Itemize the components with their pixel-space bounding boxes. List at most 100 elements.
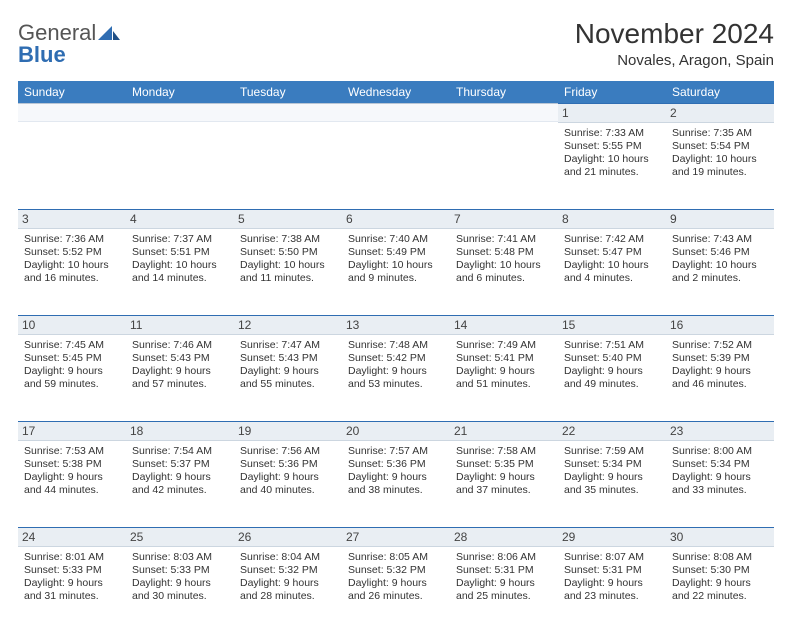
daylight-line: Daylight: 9 hours (454, 365, 554, 378)
sunrise-line: Sunrise: 7:43 AM (670, 233, 770, 246)
calendar-body: 1Sunrise: 7:33 AMSunset: 5:55 PMDaylight… (18, 103, 774, 633)
day-number: 28 (450, 527, 558, 547)
sunrise-line: Sunrise: 7:48 AM (346, 339, 446, 352)
empty-day (18, 103, 126, 122)
sunrise-line: Sunrise: 7:41 AM (454, 233, 554, 246)
sunrise-line: Sunrise: 7:33 AM (562, 127, 662, 140)
daylight-line: Daylight: 9 hours (346, 471, 446, 484)
day-details: Sunrise: 7:36 AMSunset: 5:52 PMDaylight:… (18, 231, 126, 315)
daylight-line: Daylight: 9 hours (346, 577, 446, 590)
day-header: Sunday (18, 81, 126, 103)
daylight-line: Daylight: 10 hours (670, 153, 770, 166)
day-number: 15 (558, 315, 666, 335)
daylight-line: Daylight: 9 hours (238, 577, 338, 590)
daylight-line: and 9 minutes. (346, 272, 446, 285)
day-number: 20 (342, 421, 450, 441)
calendar-week: 10Sunrise: 7:45 AMSunset: 5:45 PMDayligh… (18, 315, 774, 421)
day-details: Sunrise: 8:08 AMSunset: 5:30 PMDaylight:… (666, 549, 774, 633)
sunset-line: Sunset: 5:30 PM (670, 564, 770, 577)
calendar-cell: 1Sunrise: 7:33 AMSunset: 5:55 PMDaylight… (558, 103, 666, 209)
day-number: 12 (234, 315, 342, 335)
day-number: 18 (126, 421, 234, 441)
calendar-cell: 4Sunrise: 7:37 AMSunset: 5:51 PMDaylight… (126, 209, 234, 315)
daylight-line: Daylight: 9 hours (454, 577, 554, 590)
daylight-line: and 6 minutes. (454, 272, 554, 285)
day-number: 23 (666, 421, 774, 441)
sunset-line: Sunset: 5:40 PM (562, 352, 662, 365)
sunrise-line: Sunrise: 8:06 AM (454, 551, 554, 564)
daylight-line: Daylight: 9 hours (670, 471, 770, 484)
sunrise-line: Sunrise: 7:59 AM (562, 445, 662, 458)
day-details: Sunrise: 8:06 AMSunset: 5:31 PMDaylight:… (450, 549, 558, 633)
empty-day (342, 103, 450, 122)
day-header: Wednesday (342, 81, 450, 103)
sunrise-line: Sunrise: 7:57 AM (346, 445, 446, 458)
sunset-line: Sunset: 5:54 PM (670, 140, 770, 153)
sunrise-line: Sunrise: 7:58 AM (454, 445, 554, 458)
day-details: Sunrise: 7:49 AMSunset: 5:41 PMDaylight:… (450, 337, 558, 421)
calendar-cell: 27Sunrise: 8:05 AMSunset: 5:32 PMDayligh… (342, 527, 450, 633)
sunset-line: Sunset: 5:32 PM (346, 564, 446, 577)
sunset-line: Sunset: 5:34 PM (562, 458, 662, 471)
daylight-line: and 46 minutes. (670, 378, 770, 391)
day-number: 30 (666, 527, 774, 547)
daylight-line: Daylight: 9 hours (562, 577, 662, 590)
day-header: Saturday (666, 81, 774, 103)
calendar-cell: 26Sunrise: 8:04 AMSunset: 5:32 PMDayligh… (234, 527, 342, 633)
day-number: 14 (450, 315, 558, 335)
daylight-line: Daylight: 9 hours (454, 471, 554, 484)
day-number: 19 (234, 421, 342, 441)
daylight-line: and 14 minutes. (130, 272, 230, 285)
logo: General Blue (18, 18, 120, 66)
day-number: 6 (342, 209, 450, 229)
sunrise-line: Sunrise: 7:40 AM (346, 233, 446, 246)
sunset-line: Sunset: 5:37 PM (130, 458, 230, 471)
day-number: 11 (126, 315, 234, 335)
day-details: Sunrise: 8:05 AMSunset: 5:32 PMDaylight:… (342, 549, 450, 633)
calendar-cell: 22Sunrise: 7:59 AMSunset: 5:34 PMDayligh… (558, 421, 666, 527)
day-number: 29 (558, 527, 666, 547)
daylight-line: and 40 minutes. (238, 484, 338, 497)
daylight-line: and 2 minutes. (670, 272, 770, 285)
sunrise-line: Sunrise: 7:49 AM (454, 339, 554, 352)
sunset-line: Sunset: 5:45 PM (22, 352, 122, 365)
empty-day (234, 103, 342, 122)
calendar-cell: 16Sunrise: 7:52 AMSunset: 5:39 PMDayligh… (666, 315, 774, 421)
logo-sail-icon (98, 22, 120, 44)
daylight-line: Daylight: 9 hours (130, 365, 230, 378)
sunset-line: Sunset: 5:31 PM (562, 564, 662, 577)
day-header: Friday (558, 81, 666, 103)
daylight-line: Daylight: 9 hours (22, 577, 122, 590)
day-details: Sunrise: 7:45 AMSunset: 5:45 PMDaylight:… (18, 337, 126, 421)
day-of-week-row: SundayMondayTuesdayWednesdayThursdayFrid… (18, 81, 774, 103)
title-block: November 2024 Novales, Aragon, Spain (575, 18, 774, 69)
daylight-line: and 37 minutes. (454, 484, 554, 497)
sunrise-line: Sunrise: 7:36 AM (22, 233, 122, 246)
sunset-line: Sunset: 5:50 PM (238, 246, 338, 259)
day-header: Tuesday (234, 81, 342, 103)
calendar-cell (126, 103, 234, 209)
calendar-week: 17Sunrise: 7:53 AMSunset: 5:38 PMDayligh… (18, 421, 774, 527)
day-number: 5 (234, 209, 342, 229)
day-details: Sunrise: 7:57 AMSunset: 5:36 PMDaylight:… (342, 443, 450, 527)
sunset-line: Sunset: 5:39 PM (670, 352, 770, 365)
sunrise-line: Sunrise: 7:56 AM (238, 445, 338, 458)
sunset-line: Sunset: 5:43 PM (130, 352, 230, 365)
day-number: 27 (342, 527, 450, 547)
day-number: 2 (666, 103, 774, 123)
day-details: Sunrise: 7:54 AMSunset: 5:37 PMDaylight:… (126, 443, 234, 527)
day-number: 9 (666, 209, 774, 229)
location: Novales, Aragon, Spain (575, 52, 774, 69)
daylight-line: and 59 minutes. (22, 378, 122, 391)
sunrise-line: Sunrise: 7:53 AM (22, 445, 122, 458)
day-number: 4 (126, 209, 234, 229)
day-number: 17 (18, 421, 126, 441)
sunset-line: Sunset: 5:52 PM (22, 246, 122, 259)
calendar-cell: 14Sunrise: 7:49 AMSunset: 5:41 PMDayligh… (450, 315, 558, 421)
day-number: 21 (450, 421, 558, 441)
sunset-line: Sunset: 5:31 PM (454, 564, 554, 577)
daylight-line: and 49 minutes. (562, 378, 662, 391)
sunset-line: Sunset: 5:46 PM (670, 246, 770, 259)
day-number: 22 (558, 421, 666, 441)
month-title: November 2024 (575, 18, 774, 50)
